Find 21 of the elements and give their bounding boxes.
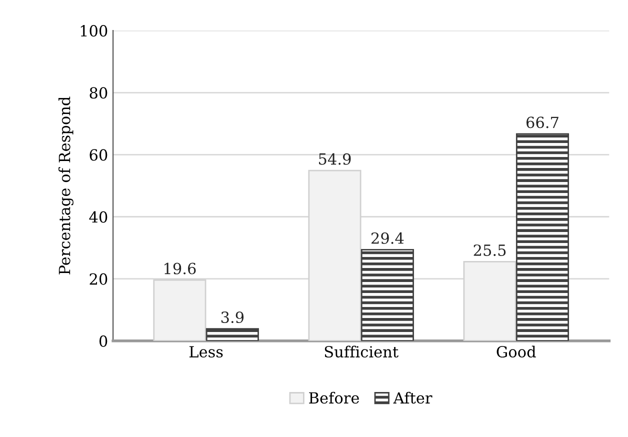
bar xyxy=(360,248,414,341)
data-label: 54.9 xyxy=(319,153,351,165)
data-label: 25.5 xyxy=(474,244,506,256)
x-tick-label: Good xyxy=(496,346,536,358)
data-label: 29.4 xyxy=(371,232,404,244)
x-tick-label: Sufficient xyxy=(324,346,398,358)
legend-label: After xyxy=(393,392,432,404)
bar xyxy=(516,133,570,341)
data-label: 3.9 xyxy=(221,311,244,324)
bar xyxy=(206,328,259,341)
y-tick-label: 0 xyxy=(99,335,108,347)
y-tick-label: 40 xyxy=(89,211,108,223)
x-tick-label: Less xyxy=(189,346,223,358)
y-tick-label: 100 xyxy=(80,25,108,37)
y-axis-title: Percentage of Respond xyxy=(58,96,74,274)
data-label: 19.6 xyxy=(164,262,196,274)
y-tick-label: 60 xyxy=(90,149,108,161)
legend-label: Before xyxy=(309,392,359,404)
y-tick-label: 20 xyxy=(90,273,108,285)
y-tick-label: 80 xyxy=(90,87,108,99)
data-label: 66.7 xyxy=(526,116,558,128)
